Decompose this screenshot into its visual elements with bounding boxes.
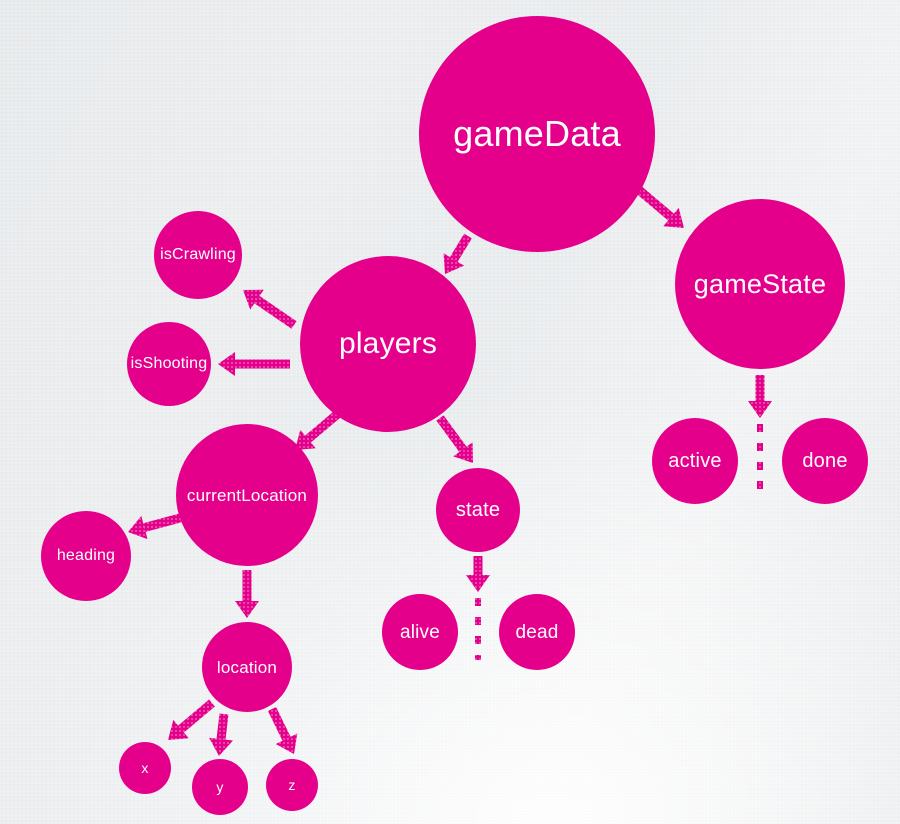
node-label-active: active	[668, 450, 722, 472]
node-active[interactable]: active	[652, 418, 738, 504]
edge-location-to-y	[209, 713, 233, 756]
node-gameData[interactable]: gameData	[419, 16, 655, 252]
node-label-done: done	[802, 450, 848, 472]
node-dead[interactable]: dead	[499, 594, 575, 670]
node-location[interactable]: location	[202, 622, 292, 712]
edge-gameState-to-gameState-choice	[748, 375, 772, 418]
node-label-gameData: gameData	[453, 113, 621, 154]
node-isShooting[interactable]: isShooting	[127, 322, 211, 406]
node-x[interactable]: x	[119, 742, 171, 794]
edge-currentLocation-to-location	[235, 570, 259, 618]
edge-gameData-to-gameState	[636, 186, 684, 228]
node-label-heading: heading	[56, 547, 116, 564]
node-players[interactable]: players	[300, 256, 476, 432]
node-state[interactable]: state	[436, 468, 520, 552]
node-label-x: x	[141, 760, 149, 776]
edge-players-to-currentLocation	[295, 408, 343, 450]
node-isCrawling[interactable]: isCrawling	[154, 211, 242, 299]
node-label-currentLocation: currentLocation	[186, 485, 308, 505]
node-gameState[interactable]: gameState	[675, 199, 845, 369]
node-label-players: players	[338, 327, 438, 360]
edge-currentLocation-to-heading	[128, 513, 182, 540]
node-label-isCrawling: isCrawling	[160, 246, 236, 263]
node-label-isShooting: isShooting	[130, 355, 208, 372]
edge-players-to-isShooting	[218, 352, 290, 376]
edge-state-to-state-choice	[466, 556, 490, 592]
edge-location-to-x	[168, 699, 215, 740]
node-alive[interactable]: alive	[382, 594, 458, 670]
node-y[interactable]: y	[192, 759, 248, 815]
edge-location-to-z	[267, 707, 298, 754]
edge-players-to-state	[436, 415, 473, 463]
node-label-location: location	[216, 657, 278, 677]
node-label-z: z	[288, 777, 296, 793]
node-label-dead: dead	[515, 621, 559, 643]
edge-gameData-to-players	[443, 233, 472, 274]
node-currentLocation[interactable]: currentLocation	[176, 424, 318, 566]
node-label-state: state	[455, 499, 501, 521]
node-label-alive: alive	[399, 621, 441, 643]
edge-players-to-isCrawling	[243, 289, 297, 329]
node-label-gameState: gameState	[693, 268, 827, 299]
node-done[interactable]: done	[782, 418, 868, 504]
node-label-y: y	[216, 779, 224, 795]
node-z[interactable]: z	[266, 759, 318, 811]
node-heading[interactable]: heading	[41, 511, 131, 601]
